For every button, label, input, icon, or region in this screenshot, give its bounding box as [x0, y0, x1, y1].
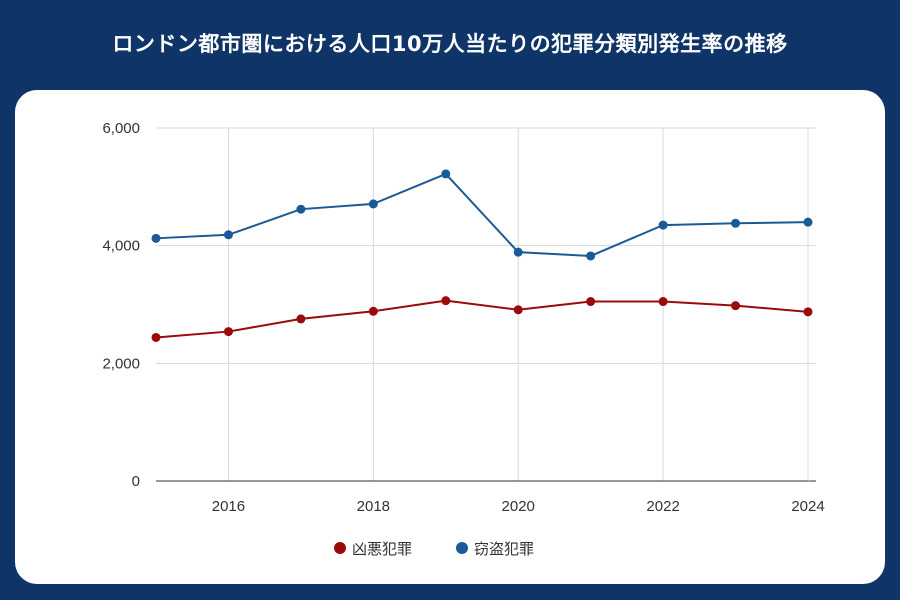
data-point — [151, 332, 161, 342]
x-tick-label: 2022 — [646, 498, 679, 515]
y-tick-label: 4,000 — [102, 238, 140, 255]
legend-marker — [334, 542, 346, 554]
x-tick-label: 2018 — [357, 498, 390, 515]
data-point — [368, 306, 378, 316]
data-point — [731, 301, 741, 311]
data-point — [441, 296, 451, 306]
data-point — [296, 204, 306, 214]
data-point — [151, 233, 161, 243]
data-point — [731, 218, 741, 228]
y-tick-label: 2,000 — [102, 355, 140, 372]
series-line-1 — [155, 172, 809, 257]
data-point — [658, 297, 668, 307]
series-line-0 — [155, 299, 809, 339]
data-point — [658, 220, 668, 230]
x-tick-label: 2016 — [212, 498, 245, 515]
y-tick-label: 0 — [132, 473, 140, 490]
data-point — [223, 327, 233, 337]
data-point — [586, 297, 596, 307]
x-tick-label: 2024 — [791, 498, 824, 515]
data-point — [223, 230, 233, 240]
legend-label: 窃盗犯罪 — [474, 540, 534, 558]
legend-label: 凶悪犯罪 — [352, 540, 412, 558]
page-title: ロンドン都市圏における人口10万人当たりの犯罪分類別発生率の推移 — [112, 32, 788, 56]
y-tick-label: 6,000 — [102, 120, 140, 137]
data-point — [368, 199, 378, 209]
legend-marker — [456, 542, 468, 554]
data-point — [441, 169, 451, 179]
data-point — [586, 251, 596, 261]
data-point — [513, 247, 523, 257]
x-tick-label: 2020 — [502, 498, 535, 515]
data-point — [296, 314, 306, 324]
data-point — [513, 305, 523, 315]
data-point — [803, 307, 813, 317]
data-point — [803, 217, 813, 227]
